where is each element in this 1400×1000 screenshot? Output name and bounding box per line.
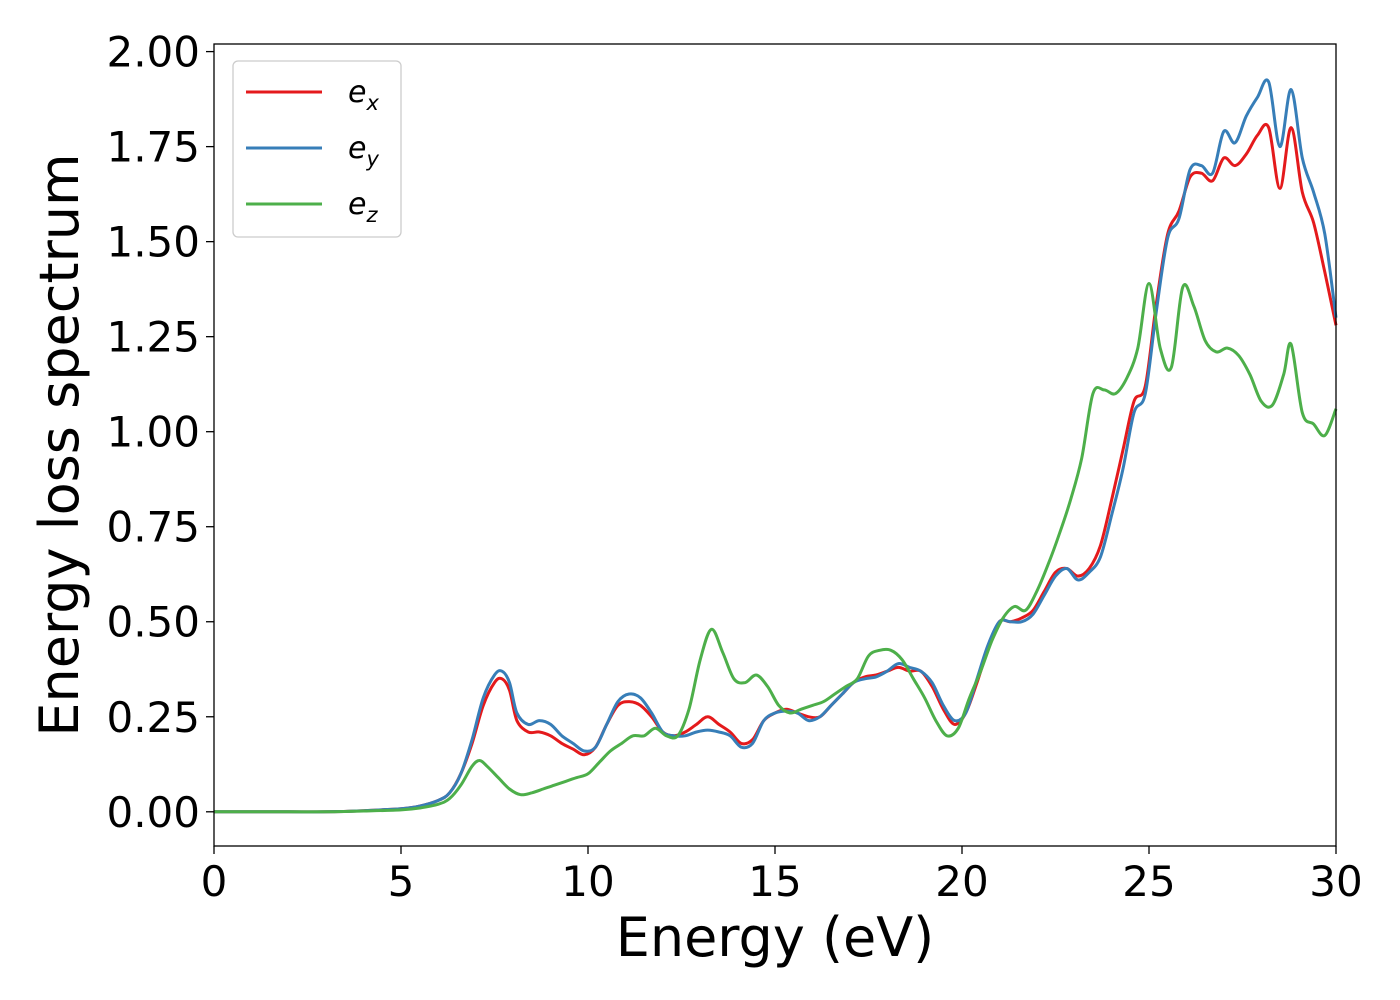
- series-line-e-z: [214, 282, 1338, 814]
- x-tick-label: 15: [748, 857, 801, 906]
- y-tick-label: 0.50: [106, 598, 200, 647]
- y-tick-label: 0.00: [106, 788, 200, 837]
- legend-label-e-z: ez: [348, 187, 378, 227]
- series-layer: [214, 78, 1338, 814]
- x-axis-title: Energy (eV): [616, 906, 935, 969]
- y-tick-label: 1.50: [106, 218, 200, 267]
- y-tick-label: 1.75: [106, 123, 200, 172]
- y-tick-label: 2.00: [106, 28, 200, 77]
- y-tick-label: 0.25: [106, 693, 200, 742]
- y-axis-title: Energy loss spectrum: [28, 153, 91, 736]
- x-tick-label: 25: [1122, 857, 1175, 906]
- y-axis: 0.00 0.25 0.50 0.75 1.00 1.25 1.50 1.75 2.00: [106, 28, 214, 837]
- y-tick-label: 1.00: [106, 408, 200, 457]
- legend-label-e-x: ex: [348, 75, 379, 115]
- x-tick-label: 20: [935, 857, 988, 906]
- x-tick-label: 10: [561, 857, 614, 906]
- series-line-e-y: [214, 78, 1338, 814]
- x-tick-label: 0: [201, 857, 228, 906]
- x-tick-label: 5: [388, 857, 415, 906]
- y-tick-label: 1.25: [106, 313, 200, 362]
- legend: ex ey ez: [232, 60, 402, 238]
- x-axis: 0 5 10 15 20 25 30: [201, 846, 1363, 906]
- legend-label-e-y: ey: [348, 131, 379, 171]
- x-tick-label: 30: [1309, 857, 1362, 906]
- y-tick-label: 0.75: [106, 503, 200, 552]
